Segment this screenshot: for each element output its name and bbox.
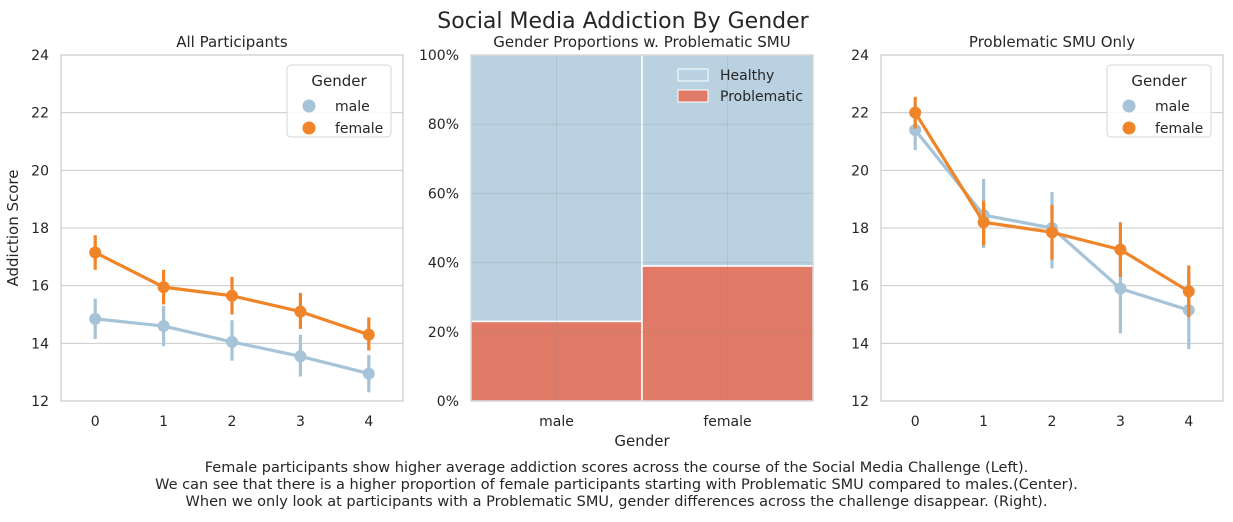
data-point-male: [157, 320, 170, 333]
legend-title: Gender: [1131, 72, 1187, 90]
caption-line-3: When we only look at participants with a…: [185, 494, 1048, 510]
y-tick-label: 24: [31, 48, 49, 64]
y-tick-label: 14: [31, 336, 49, 352]
data-point-female: [226, 289, 238, 302]
caption-line-2: We can see that there is a higher propor…: [155, 477, 1078, 493]
data-point-male: [294, 350, 307, 363]
y-tick-label: 0%: [437, 394, 459, 410]
y-tick-label: 12: [851, 394, 869, 410]
x-tick-label: 1: [159, 414, 168, 430]
data-point-male: [1114, 282, 1127, 295]
data-point-female: [89, 246, 102, 259]
y-tick-label: 12: [31, 394, 49, 410]
x-tick-label: 3: [296, 414, 305, 430]
legend-label-male: male: [335, 99, 370, 115]
y-tick-label: 80%: [428, 117, 459, 133]
panel-gender-proportions: 0% 20% 40% 60% 80% 100% male female Gender Propo…: [419, 33, 814, 450]
data-point-female: [909, 106, 922, 119]
bar-healthy-male: [470, 54, 643, 323]
legend-title: Gender: [311, 72, 367, 90]
y-tick-label: 14: [851, 336, 869, 352]
y-tick-label: 22: [851, 106, 869, 122]
figure-caption: Female participants show higher average …: [0, 460, 1233, 511]
figure-title: Social Media Addiction By Gender: [437, 9, 809, 34]
x-tick-label: 2: [1048, 414, 1057, 430]
x-axis-label: Gender: [614, 432, 670, 450]
panel-title: All Participants: [176, 33, 288, 51]
data-point-male: [909, 123, 922, 136]
y-tick-label: 18: [31, 221, 49, 237]
x-tick-label: 4: [1184, 414, 1193, 430]
data-point-male: [226, 335, 238, 348]
x-tick-label: 2: [228, 414, 237, 430]
x-tick-label: 3: [1116, 414, 1125, 430]
legend-label-problematic: Problematic: [720, 89, 803, 105]
y-tick-label: 40%: [428, 256, 459, 272]
y-axis-label: Addiction Score: [4, 170, 22, 287]
y-tick-label: 16: [851, 279, 869, 295]
y-tick-label: 20: [851, 163, 869, 179]
panel-title: Gender Proportions w. Problematic SMU: [493, 33, 790, 51]
legend-marker-male: [302, 99, 316, 113]
data-point-female: [977, 216, 990, 229]
x-tick-label: 0: [911, 414, 920, 430]
data-point-male: [362, 367, 375, 380]
data-point-female: [1046, 226, 1058, 239]
y-tick-label: 24: [851, 48, 869, 64]
data-point-female: [1114, 243, 1127, 256]
bar-healthy-female: [641, 54, 814, 267]
data-point-female: [157, 281, 170, 294]
x-tick-label: female: [703, 414, 751, 430]
legend-swatch-problematic: [677, 89, 709, 103]
y-tick-label: 16: [31, 279, 49, 295]
caption-line-1: Female participants show higher average …: [204, 460, 1029, 476]
data-point-female: [1182, 285, 1195, 298]
x-tick-label: male: [539, 414, 574, 430]
x-tick-label: 1: [979, 414, 988, 430]
x-tick-label: 0: [91, 414, 100, 430]
y-tick-label: 22: [31, 106, 49, 122]
legend-box: [286, 64, 392, 138]
y-tick-label: 100%: [419, 48, 459, 64]
legend-label-female: female: [335, 121, 383, 137]
axes-frame: [880, 54, 1224, 402]
legend-marker-male: [1122, 99, 1136, 113]
data-point-female: [362, 328, 375, 341]
y-tick-label: 20: [31, 163, 49, 179]
y-tick-label: 18: [851, 221, 869, 237]
panel-title: Problematic SMU Only: [969, 33, 1135, 51]
bar-problematic-male: [470, 320, 643, 402]
legend-swatch-healthy: [677, 68, 709, 82]
axes-frame: [470, 54, 814, 402]
legend-marker-female: [1122, 121, 1136, 135]
legend-box: [1106, 64, 1212, 138]
x-tick-label: 4: [364, 414, 373, 430]
legend-label-male: male: [1155, 99, 1190, 115]
data-point-female: [294, 305, 307, 318]
y-tick-label: 20%: [428, 325, 459, 341]
y-tick-label: 60%: [428, 186, 459, 202]
legend-label-female: female: [1155, 121, 1203, 137]
legend-marker-female: [302, 121, 316, 135]
bar-problematic-female: [641, 265, 814, 402]
data-point-male: [89, 312, 102, 325]
axes-frame: [60, 54, 404, 402]
legend-label-healthy: Healthy: [720, 68, 774, 84]
